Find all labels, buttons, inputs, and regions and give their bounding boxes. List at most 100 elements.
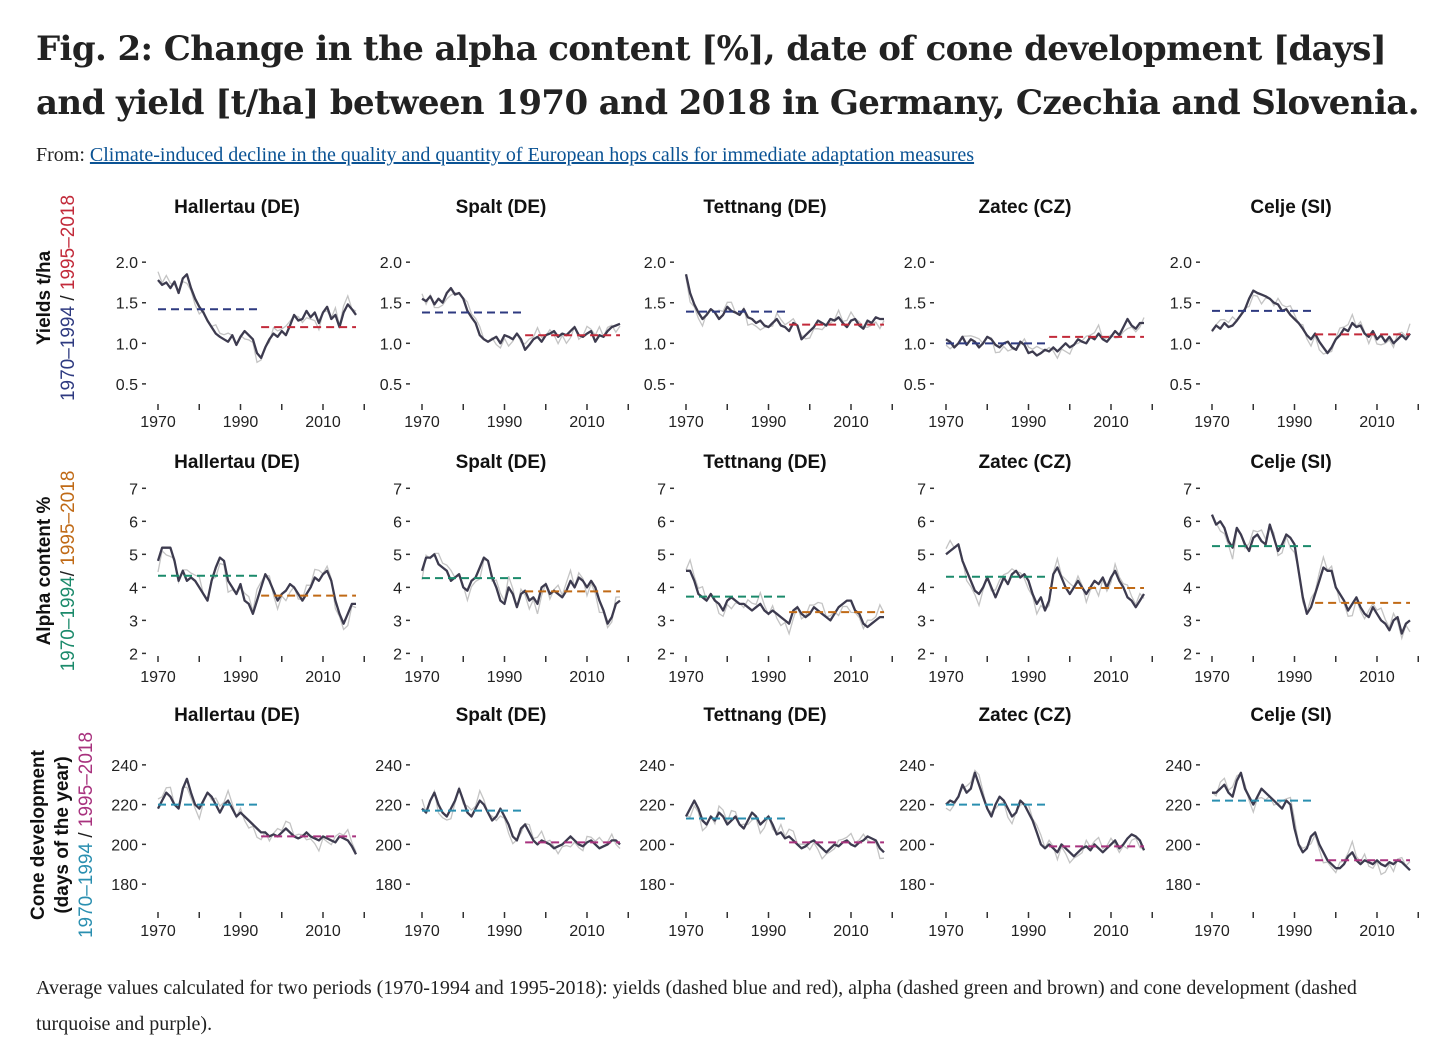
y-tick-label: 240 — [375, 758, 402, 775]
y-tick-label: 7 — [657, 481, 666, 498]
y-tick-label: 0.5 — [116, 377, 138, 394]
y-tick-label: 3 — [657, 613, 666, 630]
y-tick-label: 2 — [1183, 646, 1192, 663]
x-tick-label: 1990 — [751, 669, 787, 686]
raw-series-line — [685, 277, 885, 340]
y-tick-label: 3 — [393, 613, 402, 630]
raw-series-line — [157, 786, 357, 853]
panel-yield-3: Tettnang (DE) 0.5 1.0 1.5 2.0 1970 1990 2010 — [644, 197, 893, 431]
raw-series-line — [157, 271, 357, 364]
ylabel-separator: / — [76, 827, 97, 843]
x-tick-label: 2010 — [305, 923, 341, 940]
y-tick-label: 6 — [1183, 514, 1192, 531]
y-tick-label: 2.0 — [1170, 255, 1192, 272]
y-tick-label: 1.5 — [380, 296, 402, 313]
panel-title: Spalt (DE) — [456, 197, 547, 218]
ylabel-main: Alpha content % — [34, 496, 55, 645]
x-tick-label: 1970 — [404, 923, 440, 940]
x-tick-label: 2010 — [833, 414, 869, 431]
x-tick-label: 1970 — [140, 414, 176, 431]
y-tick-label: 3 — [129, 613, 138, 630]
row-ylabel-cone: Cone development (days of the year) 1970–1… — [28, 732, 97, 938]
y-tick-label: 0.5 — [904, 377, 926, 394]
y-tick-label: 1.5 — [904, 296, 926, 313]
y-tick-label: 1.0 — [380, 336, 402, 353]
ylabel-main: Cone development — [28, 749, 49, 920]
smoothed-series-line — [1212, 771, 1411, 872]
x-tick-label: 1990 — [751, 923, 787, 940]
smoothed-series-line — [945, 317, 1144, 357]
x-tick-label: 2010 — [1093, 669, 1129, 686]
x-tick-label: 1970 — [928, 414, 964, 431]
y-tick-label: 5 — [657, 547, 666, 564]
x-tick-label: 2010 — [1359, 414, 1395, 431]
smoothed-series-line — [686, 569, 884, 629]
panel-title: Tettnang (DE) — [703, 452, 826, 473]
smoothed-series-line — [156, 777, 358, 855]
ylabel-separator: / — [58, 566, 79, 577]
y-tick-label: 3 — [917, 613, 926, 630]
figure-title: Fig. 2: Change in the alpha content [%],… — [36, 29, 1420, 123]
panel-alpha-2: Spalt (DE) 2 3 4 5 6 7 1970 1990 2010 — [393, 452, 629, 686]
panel-yield-1: Hallertau (DE) 0.5 1.0 1.5 2.0 1970 1990 2010 — [116, 197, 365, 431]
x-tick-label: 2010 — [305, 414, 341, 431]
x-tick-label: 1990 — [1011, 923, 1047, 940]
x-tick-label: 2010 — [305, 669, 341, 686]
smoothed-series-line — [1210, 514, 1411, 635]
x-tick-label: 1970 — [668, 923, 704, 940]
x-tick-label: 1970 — [404, 669, 440, 686]
ylabel-periods: 1970–1994/ 1995–2018 — [58, 471, 79, 672]
y-tick-label: 240 — [1165, 758, 1192, 775]
y-tick-label: 5 — [917, 547, 926, 564]
x-tick-label: 1990 — [223, 923, 259, 940]
panel-alpha-5: Celje (SI) 2 3 4 5 6 7 1970 1990 2010 — [1183, 452, 1419, 686]
panel-title: Celje (SI) — [1250, 705, 1331, 726]
panel-yield-4: Zatec (CZ) 0.5 1.0 1.5 2.0 1970 1990 2010 — [904, 197, 1153, 431]
y-tick-label: 240 — [111, 758, 138, 775]
panel-title: Tettnang (DE) — [703, 197, 826, 218]
y-tick-label: 2 — [917, 646, 926, 663]
y-tick-label: 180 — [375, 877, 402, 894]
ylabel-periods: 1970–1994 / 1995–2018 — [76, 732, 97, 938]
x-tick-label: 1990 — [487, 923, 523, 940]
ylabel-periods: 1970–1994 / 1995–2018 — [58, 195, 79, 401]
x-tick-label: 1970 — [1194, 923, 1230, 940]
y-tick-label: 6 — [129, 514, 138, 531]
y-tick-label: 220 — [899, 798, 926, 815]
y-tick-label: 5 — [1183, 547, 1192, 564]
y-tick-label: 2.0 — [116, 255, 138, 272]
ylabel-separator: / — [58, 290, 79, 306]
y-tick-label: 200 — [899, 837, 926, 854]
source-link[interactable]: Climate-induced decline in the quality a… — [89, 144, 975, 166]
y-tick-label: 7 — [393, 481, 402, 498]
panel-title: Celje (SI) — [1250, 452, 1331, 473]
panel-title: Zatec (CZ) — [979, 197, 1072, 218]
y-tick-label: 1.0 — [116, 336, 138, 353]
x-tick-label: 1990 — [1277, 923, 1313, 940]
ylabel-main-2: (days of the year) — [52, 756, 73, 913]
panel-title: Spalt (DE) — [456, 705, 547, 726]
ylabel-period-2: 1995–2018 — [76, 732, 97, 827]
ylabel-period-1: 1970–1994 — [58, 305, 79, 401]
x-tick-label: 1970 — [1194, 669, 1230, 686]
y-tick-label: 200 — [1165, 837, 1192, 854]
y-tick-label: 4 — [393, 580, 402, 597]
y-tick-label: 2 — [129, 646, 138, 663]
y-tick-label: 200 — [639, 837, 666, 854]
y-tick-label: 220 — [375, 798, 402, 815]
y-tick-label: 220 — [111, 798, 138, 815]
y-tick-label: 220 — [1165, 798, 1192, 815]
panel-title: Spalt (DE) — [456, 452, 547, 473]
source-line: From: Climate-induced decline in the qua… — [36, 144, 974, 167]
y-tick-label: 200 — [111, 837, 138, 854]
y-tick-label: 6 — [393, 514, 402, 531]
y-tick-label: 7 — [129, 481, 138, 498]
y-tick-label: 1.0 — [644, 336, 666, 353]
y-tick-label: 5 — [129, 547, 138, 564]
smoothed-series-line — [945, 543, 1145, 612]
raw-series-line — [945, 317, 1145, 360]
smoothed-series-line — [421, 787, 621, 850]
ylabel-period-2: 1995–2018 — [58, 471, 79, 566]
x-tick-label: 1970 — [928, 669, 964, 686]
